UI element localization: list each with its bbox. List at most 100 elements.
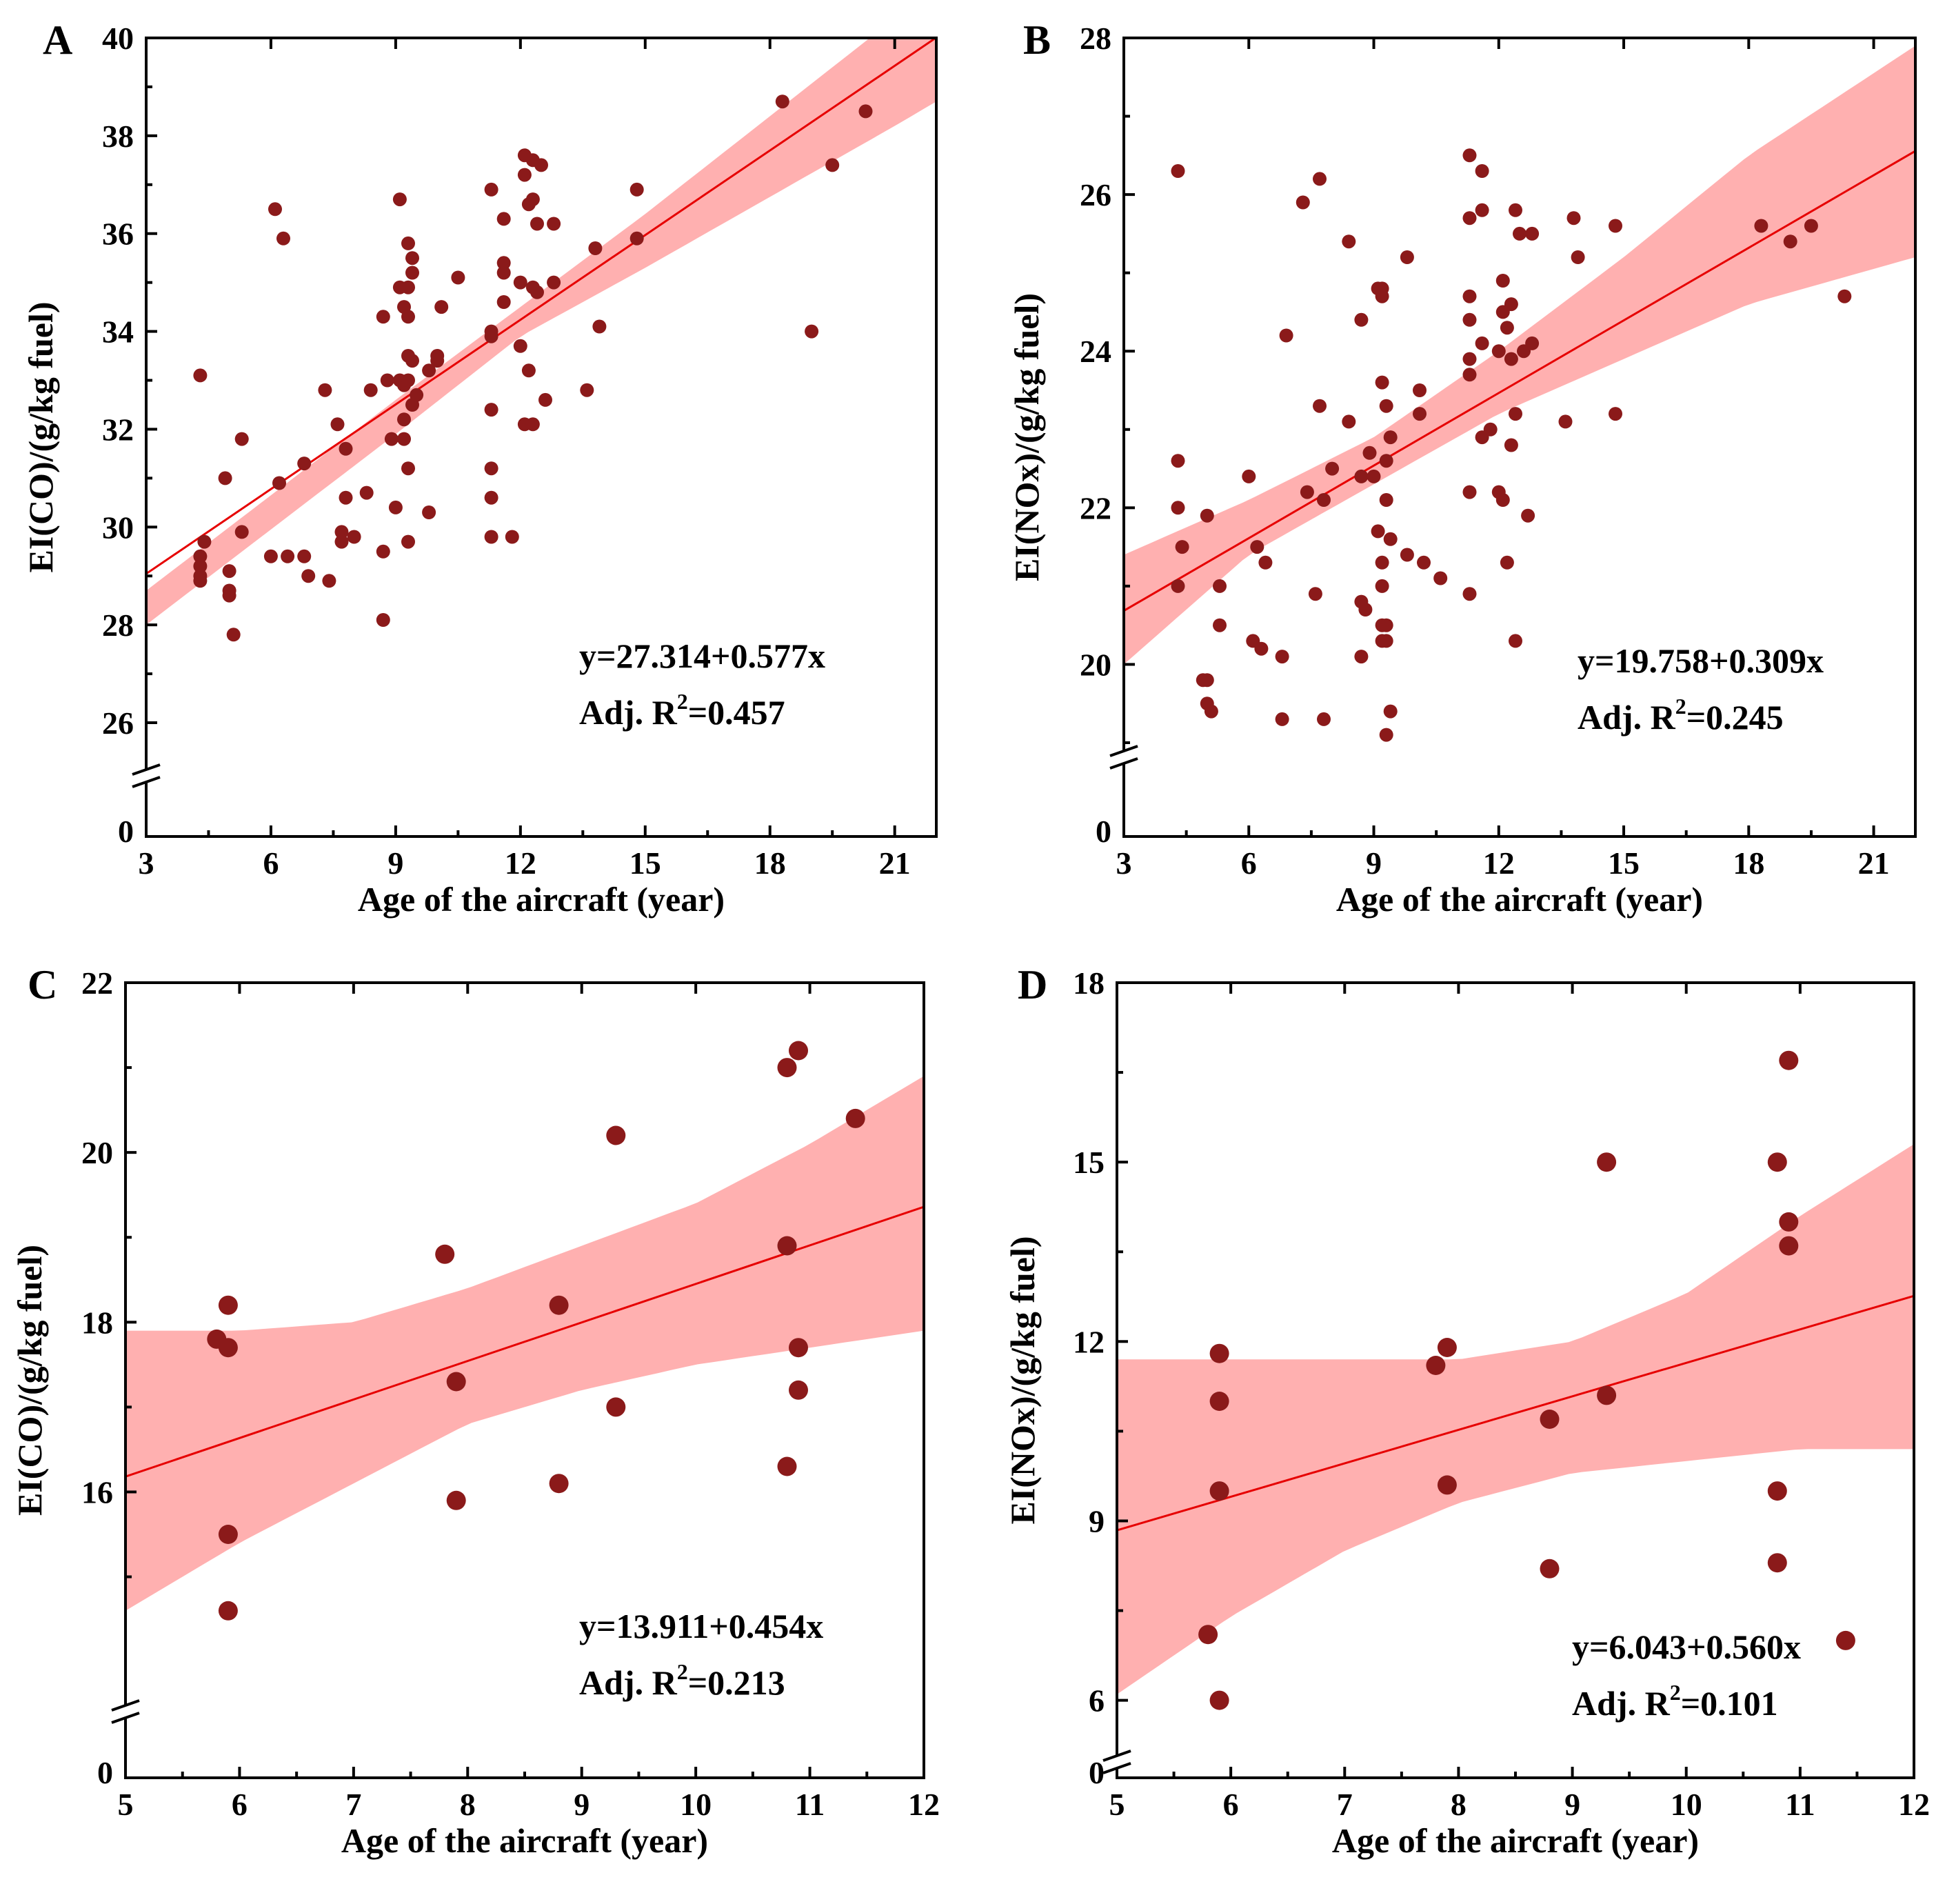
data-point [496,265,511,280]
panel-letter: A [43,17,72,63]
data-point [1342,234,1356,249]
y-tick-label: 36 [102,217,134,252]
y-tick-label: 34 [102,314,134,350]
data-point [513,339,527,353]
x-axis-label: Age of the aircraft (year) [358,880,725,919]
data-point [401,310,415,324]
data-point [592,319,607,334]
data-point [534,158,548,172]
data-point [517,168,532,182]
data-point [334,534,349,549]
data-point [359,485,374,500]
data-point [513,275,527,290]
x-tick-label: 18 [1733,845,1764,881]
adj-r2-label: Adj. R2=0.101 [1572,1680,1778,1723]
panel-letter: B [1023,17,1051,63]
y-tick-label: 28 [1080,21,1111,56]
x-tick-label: 8 [460,1787,476,1822]
data-point [330,417,345,432]
data-point [1495,493,1510,507]
data-point [1175,540,1189,554]
adj-r2-superscript: 2 [1675,694,1686,719]
x-tick-label: 6 [1223,1787,1239,1822]
data-point [218,1601,238,1621]
data-point [629,182,644,197]
x-tick-label: 9 [387,845,403,881]
regression-line [146,38,936,575]
data-point [1313,172,1327,186]
y-tick-label: 40 [102,21,134,56]
y-tick-label: 18 [81,1305,113,1340]
data-point [401,461,415,476]
data-point [1367,469,1381,483]
plot-frame [1122,37,1917,838]
plot-area [1117,1050,1914,1710]
adj-r2-label: Adj. R2=0.457 [579,689,785,732]
data-point [1250,540,1264,554]
y-tick-label: 9 [1089,1503,1105,1539]
data-point [1462,368,1477,382]
data-point [777,1456,797,1476]
data-point [1171,501,1185,515]
data-point [401,280,415,294]
data-point [218,1295,238,1315]
data-point [1804,219,1818,233]
data-point [789,1041,808,1061]
y-tick-label: 22 [1080,490,1111,525]
y-axis-label: EI(CO)/(g/kg fuel) [21,301,60,572]
data-point [1383,704,1398,719]
y-tick-label: 20 [1080,647,1111,682]
data-point [1375,555,1389,570]
x-tick-label: 12 [505,845,536,881]
data-point [193,559,208,573]
regression-equation: y=27.314+0.577x [579,637,825,675]
data-point [401,373,415,388]
adj-r2-label: Adj. R2=0.213 [579,1659,785,1702]
data-point [1209,1392,1229,1411]
data-point [1417,555,1431,570]
data-point [1383,430,1398,445]
data-point [1433,571,1448,585]
x-tick-label: 11 [795,1787,825,1822]
regression-equation: y=19.758+0.309x [1578,641,1824,680]
confidence-band [125,1076,924,1611]
data-point [484,530,498,544]
data-point [318,383,332,397]
adj-r2-prefix: Adj. R [579,693,678,732]
y-tick-label-zero: 0 [1089,1755,1105,1790]
data-point [1200,673,1214,688]
data-point [434,300,449,314]
data-point [1313,399,1327,413]
x-tick-label: 10 [1671,1787,1702,1822]
axis-break [132,763,161,788]
adj-r2-value: =0.213 [688,1663,785,1702]
data-point [1571,250,1585,264]
y-tick-label: 22 [81,965,113,1001]
data-point [301,569,316,583]
data-point [234,432,249,446]
x-tick-label: 6 [263,845,279,881]
x-tick-label: 7 [1337,1787,1353,1822]
data-point [858,104,873,119]
x-tick-label: 6 [1241,845,1257,881]
data-point [1379,399,1393,413]
data-point [1525,336,1540,350]
adj-r2-superscript: 2 [677,1659,688,1684]
data-point [435,1244,455,1264]
data-point [1358,603,1373,617]
data-point [1242,469,1256,483]
data-point [606,1125,626,1145]
data-point [777,1236,797,1256]
data-point [1779,1212,1799,1232]
data-point [1475,203,1489,217]
x-tick-label: 5 [1109,1787,1125,1822]
data-point [525,192,540,207]
data-point [588,241,603,255]
data-point [1354,312,1369,327]
data-point [1500,321,1514,335]
data-point [789,1338,808,1358]
data-point [422,363,436,378]
confidence-band [146,38,936,625]
data-point [1296,195,1310,210]
